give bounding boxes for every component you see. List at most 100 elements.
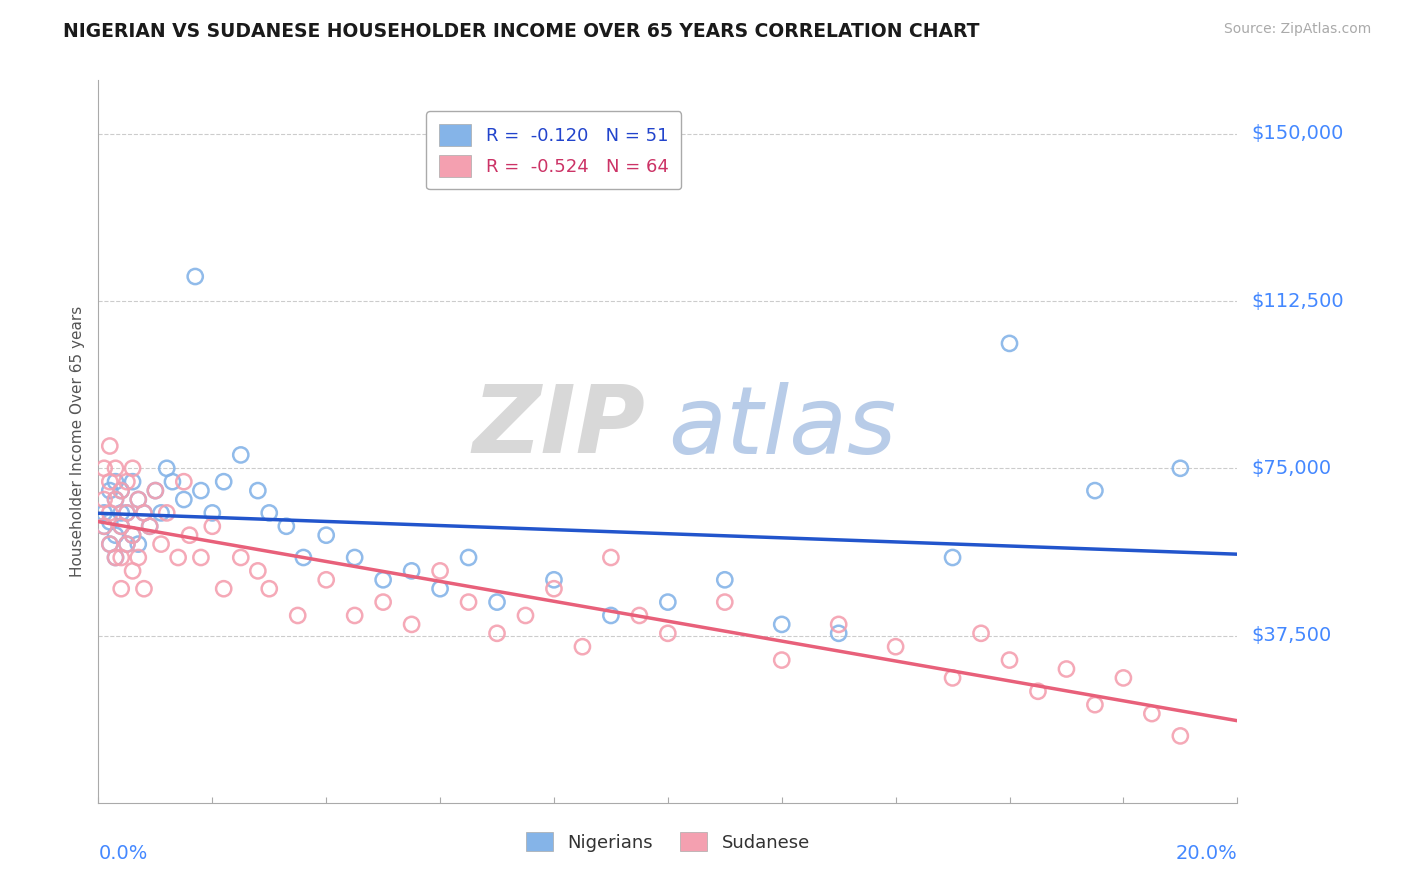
Point bbox=[998, 336, 1021, 351]
Point bbox=[600, 550, 623, 565]
Point bbox=[93, 519, 115, 533]
Point bbox=[292, 550, 315, 565]
Point bbox=[714, 595, 737, 609]
Legend: Nigerians, Sudanese: Nigerians, Sudanese bbox=[519, 825, 817, 859]
Point bbox=[229, 550, 252, 565]
Point bbox=[212, 582, 235, 596]
Point bbox=[115, 506, 138, 520]
Text: ZIP: ZIP bbox=[472, 381, 645, 473]
Point bbox=[246, 483, 269, 498]
Point bbox=[1026, 684, 1049, 698]
Point bbox=[132, 506, 155, 520]
Point bbox=[770, 653, 793, 667]
Point bbox=[229, 448, 252, 462]
Point bbox=[110, 582, 132, 596]
Point bbox=[115, 537, 138, 551]
Point bbox=[121, 528, 143, 542]
Point bbox=[486, 626, 509, 640]
Point bbox=[1112, 671, 1135, 685]
Point bbox=[156, 461, 179, 475]
Point bbox=[93, 519, 115, 533]
Point bbox=[212, 475, 235, 489]
Point bbox=[429, 582, 451, 596]
Point bbox=[543, 582, 565, 596]
Point bbox=[138, 519, 160, 533]
Point bbox=[1170, 461, 1192, 475]
Point bbox=[373, 595, 395, 609]
Point bbox=[115, 475, 138, 489]
Point bbox=[942, 550, 965, 565]
Point bbox=[132, 506, 155, 520]
Text: $75,000: $75,000 bbox=[1251, 458, 1331, 478]
Point bbox=[104, 475, 127, 489]
Text: $37,500: $37,500 bbox=[1251, 626, 1331, 645]
Point bbox=[401, 564, 423, 578]
Point bbox=[942, 671, 965, 685]
Point bbox=[121, 564, 143, 578]
Point bbox=[1084, 483, 1107, 498]
Point bbox=[150, 537, 173, 551]
Point bbox=[246, 564, 269, 578]
Point bbox=[98, 439, 121, 453]
Point bbox=[287, 608, 309, 623]
Point bbox=[401, 617, 423, 632]
Point bbox=[132, 582, 155, 596]
Point bbox=[184, 269, 207, 284]
Y-axis label: Householder Income Over 65 years: Householder Income Over 65 years bbox=[70, 306, 86, 577]
Point bbox=[145, 483, 167, 498]
Point bbox=[315, 528, 337, 542]
Point bbox=[628, 608, 651, 623]
Point bbox=[179, 528, 201, 542]
Point bbox=[110, 483, 132, 498]
Point bbox=[98, 506, 121, 520]
Point bbox=[201, 519, 224, 533]
Point bbox=[1140, 706, 1163, 721]
Point bbox=[150, 506, 173, 520]
Point bbox=[104, 492, 127, 507]
Point bbox=[127, 537, 149, 551]
Point bbox=[121, 528, 143, 542]
Point bbox=[657, 626, 679, 640]
Point bbox=[98, 537, 121, 551]
Point bbox=[110, 519, 132, 533]
Point bbox=[110, 519, 132, 533]
Text: 20.0%: 20.0% bbox=[1175, 845, 1237, 863]
Point bbox=[173, 492, 195, 507]
Point bbox=[93, 461, 115, 475]
Point bbox=[201, 506, 224, 520]
Point bbox=[259, 582, 281, 596]
Point bbox=[138, 519, 160, 533]
Point bbox=[190, 483, 212, 498]
Point bbox=[121, 461, 143, 475]
Point bbox=[1170, 729, 1192, 743]
Point bbox=[343, 550, 366, 565]
Point bbox=[276, 519, 298, 533]
Point bbox=[110, 506, 132, 520]
Point bbox=[156, 506, 179, 520]
Point bbox=[190, 550, 212, 565]
Text: atlas: atlas bbox=[668, 382, 896, 473]
Point bbox=[93, 506, 115, 520]
Point bbox=[173, 475, 195, 489]
Point bbox=[457, 595, 479, 609]
Point bbox=[543, 573, 565, 587]
Point bbox=[429, 564, 451, 578]
Point bbox=[884, 640, 907, 654]
Point bbox=[104, 550, 127, 565]
Point bbox=[828, 626, 851, 640]
Point bbox=[1084, 698, 1107, 712]
Point bbox=[127, 550, 149, 565]
Point bbox=[486, 595, 509, 609]
Point bbox=[162, 475, 184, 489]
Point bbox=[714, 573, 737, 587]
Point bbox=[1056, 662, 1078, 676]
Text: 0.0%: 0.0% bbox=[98, 845, 148, 863]
Point bbox=[515, 608, 537, 623]
Text: NIGERIAN VS SUDANESE HOUSEHOLDER INCOME OVER 65 YEARS CORRELATION CHART: NIGERIAN VS SUDANESE HOUSEHOLDER INCOME … bbox=[63, 22, 980, 41]
Text: Source: ZipAtlas.com: Source: ZipAtlas.com bbox=[1223, 22, 1371, 37]
Text: $150,000: $150,000 bbox=[1251, 124, 1344, 144]
Point bbox=[600, 608, 623, 623]
Text: $112,500: $112,500 bbox=[1251, 292, 1344, 310]
Point bbox=[373, 573, 395, 587]
Point bbox=[104, 528, 127, 542]
